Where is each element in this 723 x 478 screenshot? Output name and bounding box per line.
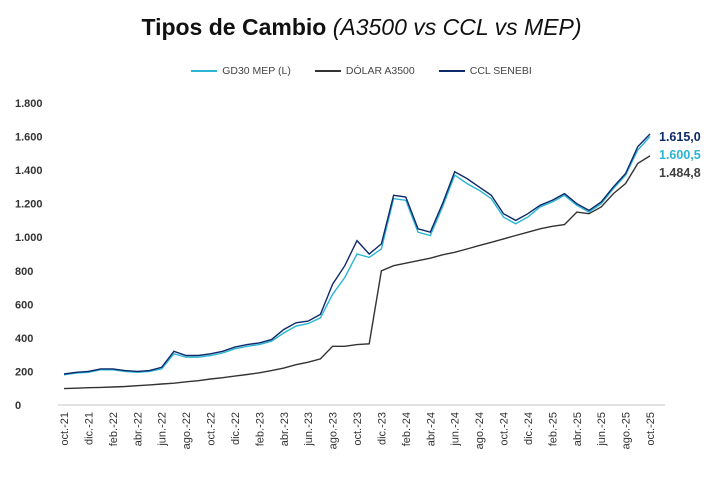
title-subtitle: (A3500 vs CCL vs MEP)	[332, 14, 582, 40]
x-tick-label: jun.-24	[450, 412, 462, 447]
x-tick-label: dic.-23	[376, 412, 388, 445]
y-tick-label: 800	[15, 266, 33, 278]
x-tick-label: jun.-22	[157, 412, 169, 447]
x-tick-label: abr.-25	[572, 412, 584, 446]
end-value-label: 1.615,0	[659, 130, 701, 144]
series-line-ccl-senebi	[63, 133, 651, 375]
legend-item-mep: GD30 MEP (L)	[191, 65, 291, 77]
chart-title: Tipos de Cambio (A3500 vs CCL vs MEP)	[0, 14, 723, 41]
x-tick-label: feb.-24	[401, 412, 413, 446]
x-tick-label: oct.-24	[499, 412, 511, 446]
x-tick-label: dic.-21	[83, 412, 95, 445]
legend-label: DÓLAR A3500	[345, 65, 415, 77]
x-tick-label: ago.-24	[474, 412, 486, 449]
x-tick-label: feb.-23	[254, 412, 266, 446]
legend-swatch	[438, 70, 465, 72]
legend: GD30 MEP (L) DÓLAR A3500 CCL SENEBI	[0, 65, 723, 77]
legend-label: CCL SENEBI	[469, 65, 532, 77]
x-tick-label: abr.-24	[425, 412, 437, 446]
legend-item-a3500: DÓLAR A3500	[314, 65, 415, 77]
legend-item-ccl: CCL SENEBI	[438, 65, 532, 77]
x-tick-label: jun.-25	[596, 412, 608, 447]
y-tick-label: 0	[15, 400, 21, 412]
x-tick-label: oct.-23	[352, 412, 364, 446]
end-value-label: 1.600,5	[659, 148, 701, 162]
x-tick-label: dic.-22	[230, 412, 242, 445]
y-tick-label: 200	[15, 366, 33, 378]
y-tick-label: 1.600	[15, 132, 43, 144]
y-tick-label: 1.000	[15, 232, 43, 244]
legend-label: GD30 MEP (L)	[222, 65, 291, 77]
x-tick-label: abr.-22	[132, 412, 144, 446]
end-value-label: 1.484,8	[659, 166, 701, 180]
x-tick-label: abr.-23	[279, 412, 291, 446]
x-tick-label: dic.-24	[523, 412, 535, 445]
y-tick-label: 1.800	[15, 98, 43, 110]
x-tick-label: oct.-21	[59, 412, 71, 446]
x-tick-label: feb.-25	[547, 412, 559, 446]
y-tick-label: 400	[15, 333, 33, 345]
x-tick-label: ago.-22	[181, 412, 193, 449]
x-tick-label: ago.-23	[328, 412, 340, 449]
y-tick-label: 1.200	[15, 199, 43, 211]
y-tick-label: 1.400	[15, 165, 43, 177]
legend-swatch	[191, 70, 218, 72]
legend-swatch	[314, 70, 341, 72]
x-tick-label: ago.-25	[621, 412, 633, 449]
title-main: Tipos de Cambio	[141, 14, 327, 40]
x-tick-label: oct.-22	[206, 412, 218, 446]
series-line-d-lar-a3500	[63, 155, 651, 390]
y-tick-label: 600	[15, 299, 33, 311]
series-line-gd30-mep-l-	[63, 136, 651, 376]
x-tick-label: oct.-25	[645, 412, 657, 446]
x-tick-label: jun.-23	[303, 412, 315, 447]
x-tick-label: feb.-22	[108, 412, 120, 446]
